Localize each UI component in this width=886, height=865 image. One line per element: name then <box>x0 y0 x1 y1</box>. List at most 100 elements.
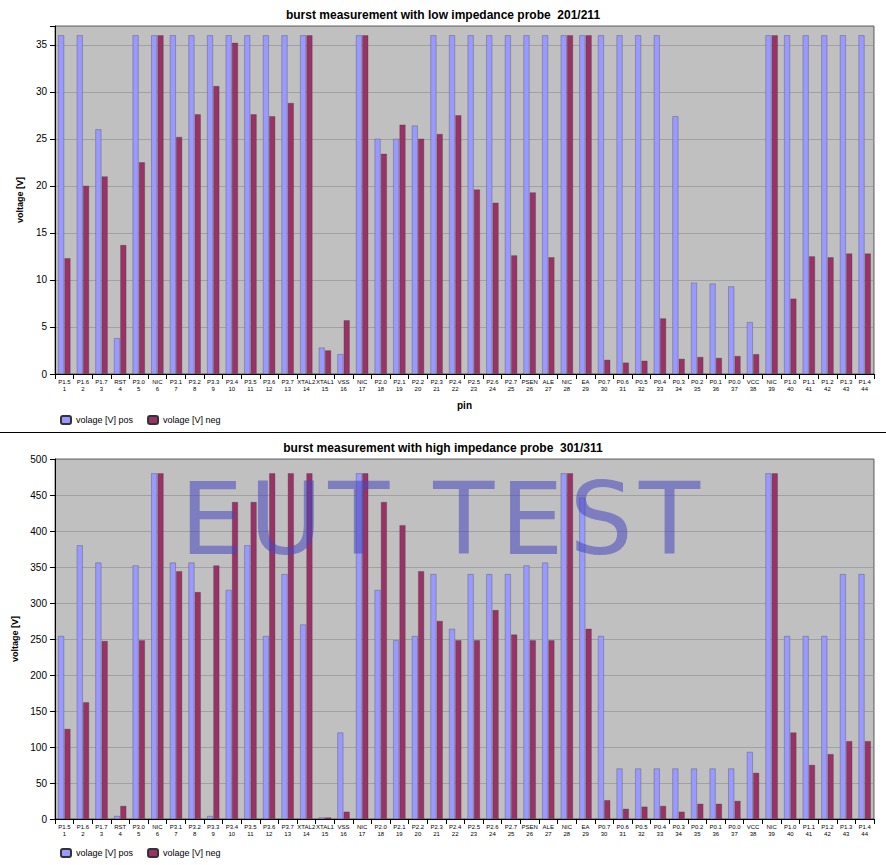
svg-text:18: 18 <box>377 386 384 392</box>
svg-text:7: 7 <box>174 386 178 392</box>
svg-text:volage [V] pos: volage [V] pos <box>76 848 134 858</box>
svg-text:13: 13 <box>284 386 291 392</box>
svg-text:20: 20 <box>415 386 422 392</box>
svg-text:NIC: NIC <box>357 824 368 830</box>
svg-text:NIC: NIC <box>357 379 368 385</box>
svg-text:43: 43 <box>843 831 850 837</box>
svg-text:P3.2: P3.2 <box>188 824 201 830</box>
svg-text:28: 28 <box>564 386 571 392</box>
svg-text:31: 31 <box>619 831 626 837</box>
svg-text:P0.1: P0.1 <box>710 379 723 385</box>
svg-text:23: 23 <box>470 386 477 392</box>
svg-text:P2.2: P2.2 <box>412 379 425 385</box>
svg-text:P0.7: P0.7 <box>598 379 611 385</box>
svg-text:7: 7 <box>174 831 178 837</box>
svg-text:200: 200 <box>30 670 47 681</box>
svg-text:20: 20 <box>415 831 422 837</box>
svg-text:NIC: NIC <box>766 824 777 830</box>
svg-text:P2.2: P2.2 <box>412 824 425 830</box>
svg-text:25: 25 <box>36 133 48 144</box>
svg-text:P2.4: P2.4 <box>449 379 462 385</box>
svg-text:32: 32 <box>638 831 645 837</box>
svg-text:4: 4 <box>118 831 122 837</box>
svg-text:P3.5: P3.5 <box>244 379 257 385</box>
svg-text:21: 21 <box>433 831 440 837</box>
svg-text:43: 43 <box>843 386 850 392</box>
svg-text:P1.0: P1.0 <box>784 824 797 830</box>
svg-text:21: 21 <box>433 386 440 392</box>
svg-text:17: 17 <box>359 831 366 837</box>
svg-text:P2.5: P2.5 <box>468 824 481 830</box>
svg-text:24: 24 <box>489 386 496 392</box>
svg-text:P1.5: P1.5 <box>58 824 71 830</box>
svg-text:22: 22 <box>452 831 459 837</box>
svg-text:volage [V] neg: volage [V] neg <box>163 848 221 858</box>
svg-text:10: 10 <box>36 274 48 285</box>
svg-text:P1.6: P1.6 <box>77 824 90 830</box>
svg-text:XTAL2: XTAL2 <box>297 379 316 385</box>
svg-text:29: 29 <box>582 831 589 837</box>
svg-text:P3.4: P3.4 <box>226 824 239 830</box>
svg-text:P1.2: P1.2 <box>821 379 834 385</box>
svg-text:VSS: VSS <box>338 824 350 830</box>
svg-text:RST: RST <box>114 379 126 385</box>
svg-text:P2.3: P2.3 <box>430 379 443 385</box>
svg-text:14: 14 <box>303 831 310 837</box>
svg-text:44: 44 <box>861 831 868 837</box>
svg-text:P0.1: P0.1 <box>710 824 723 830</box>
svg-text:P3.0: P3.0 <box>133 379 146 385</box>
svg-text:0: 0 <box>41 369 47 380</box>
svg-text:0: 0 <box>41 814 47 825</box>
svg-text:42: 42 <box>824 386 831 392</box>
svg-text:P2.1: P2.1 <box>393 824 406 830</box>
svg-text:41: 41 <box>806 386 813 392</box>
svg-text:EA: EA <box>581 824 589 830</box>
svg-text:XTAL2: XTAL2 <box>297 824 316 830</box>
svg-text:18: 18 <box>377 831 384 837</box>
svg-text:P1.7: P1.7 <box>95 379 108 385</box>
svg-text:25: 25 <box>508 831 515 837</box>
svg-text:XTAL1: XTAL1 <box>316 824 335 830</box>
svg-text:burst measurement with high im: burst measurement with high impedance pr… <box>283 441 603 455</box>
svg-text:11: 11 <box>247 831 254 837</box>
svg-text:150: 150 <box>30 706 47 717</box>
svg-text:27: 27 <box>545 386 552 392</box>
svg-text:40: 40 <box>787 386 794 392</box>
svg-text:19: 19 <box>396 386 403 392</box>
svg-text:P3.2: P3.2 <box>188 379 201 385</box>
svg-text:P0.6: P0.6 <box>617 824 630 830</box>
svg-text:P3.0: P3.0 <box>133 824 146 830</box>
svg-text:22: 22 <box>452 386 459 392</box>
svg-text:P1.0: P1.0 <box>784 379 797 385</box>
svg-text:12: 12 <box>266 831 273 837</box>
svg-text:P0.3: P0.3 <box>672 379 685 385</box>
svg-text:12: 12 <box>266 386 273 392</box>
svg-text:voltage [V]: voltage [V] <box>10 616 20 662</box>
svg-text:26: 26 <box>526 386 533 392</box>
svg-text:P3.5: P3.5 <box>244 824 257 830</box>
svg-text:P2.7: P2.7 <box>505 379 518 385</box>
svg-text:P0.6: P0.6 <box>617 379 630 385</box>
svg-text:6: 6 <box>156 386 160 392</box>
svg-text:13: 13 <box>284 831 291 837</box>
svg-text:volage [V] neg: volage [V] neg <box>163 415 221 425</box>
svg-text:500: 500 <box>30 454 47 465</box>
svg-text:P1.5: P1.5 <box>58 379 71 385</box>
svg-text:P3.7: P3.7 <box>281 824 294 830</box>
svg-text:VCC: VCC <box>747 824 760 830</box>
svg-text:38: 38 <box>750 831 757 837</box>
svg-text:P1.3: P1.3 <box>840 379 853 385</box>
svg-text:burst measurement with low imp: burst measurement with low impedance pro… <box>286 8 600 22</box>
svg-text:P2.0: P2.0 <box>375 379 388 385</box>
svg-text:25: 25 <box>508 386 515 392</box>
svg-text:8: 8 <box>193 831 197 837</box>
svg-text:ALE: ALE <box>543 379 554 385</box>
svg-text:30: 30 <box>36 86 48 97</box>
svg-text:3: 3 <box>100 386 104 392</box>
svg-text:23: 23 <box>470 831 477 837</box>
svg-text:P3.7: P3.7 <box>281 379 294 385</box>
svg-text:P2.1: P2.1 <box>393 379 406 385</box>
svg-text:P0.5: P0.5 <box>635 824 648 830</box>
svg-text:P0.3: P0.3 <box>672 824 685 830</box>
svg-text:15: 15 <box>322 386 329 392</box>
